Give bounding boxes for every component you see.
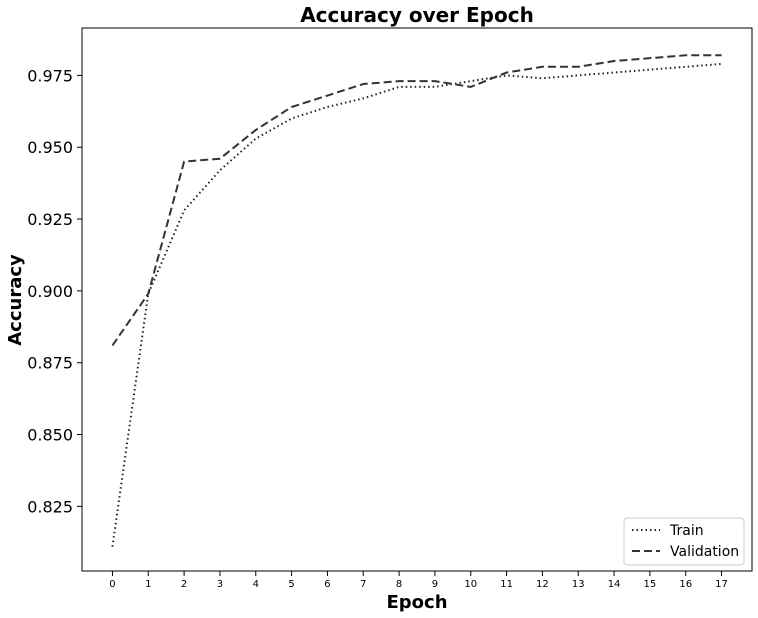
legend-label-train: Train — [669, 523, 704, 539]
y-tick-label: 0.850 — [27, 426, 73, 445]
x-tick-label: 1 — [145, 579, 151, 590]
series-layer — [111, 54, 722, 547]
x-tick-label: 4 — [253, 579, 259, 590]
y-tick-label: 0.825 — [27, 497, 73, 516]
legend-box — [623, 517, 745, 566]
chart-title: Accuracy over Epoch — [300, 3, 534, 27]
plot-frame — [81, 27, 753, 572]
x-tick-label: 14 — [608, 579, 621, 590]
x-tick-label: 16 — [679, 579, 692, 590]
y-tick-label: 0.925 — [27, 210, 73, 229]
x-tick-label: 11 — [500, 579, 513, 590]
x-axis: 0 1 2 3 4 5 6 7 8 9 10 11 12 13 14 15 16 17 — [109, 571, 728, 590]
series-line-train — [111, 62, 722, 547]
x-tick-label: 3 — [217, 579, 223, 590]
x-tick-label: 12 — [536, 579, 549, 590]
legend-label-validation: Validation — [670, 544, 739, 560]
y-axis: 0.825 0.850 0.875 0.900 0.925 0.950 0.975 — [27, 66, 82, 516]
x-tick-label: 15 — [644, 579, 657, 590]
x-axis-label: Epoch — [386, 592, 447, 613]
x-tick-label: 8 — [396, 579, 402, 590]
y-tick-label: 0.950 — [27, 138, 73, 157]
y-tick-label: 0.975 — [27, 66, 73, 85]
y-tick-label: 0.875 — [27, 354, 73, 373]
x-tick-label: 13 — [572, 579, 585, 590]
x-tick-label: 5 — [288, 579, 294, 590]
legend: Train Validation — [623, 517, 745, 566]
x-tick-label: 10 — [464, 579, 477, 590]
x-tick-label: 7 — [360, 579, 366, 590]
x-tick-label: 0 — [109, 579, 115, 590]
series-line-validation — [111, 54, 722, 347]
x-tick-label: 2 — [181, 579, 187, 590]
y-axis-label: Accuracy — [5, 254, 26, 346]
x-tick-label: 6 — [324, 579, 330, 590]
x-tick-label: 17 — [715, 579, 728, 590]
y-tick-label: 0.900 — [27, 282, 73, 301]
x-tick-label: 9 — [432, 579, 438, 590]
